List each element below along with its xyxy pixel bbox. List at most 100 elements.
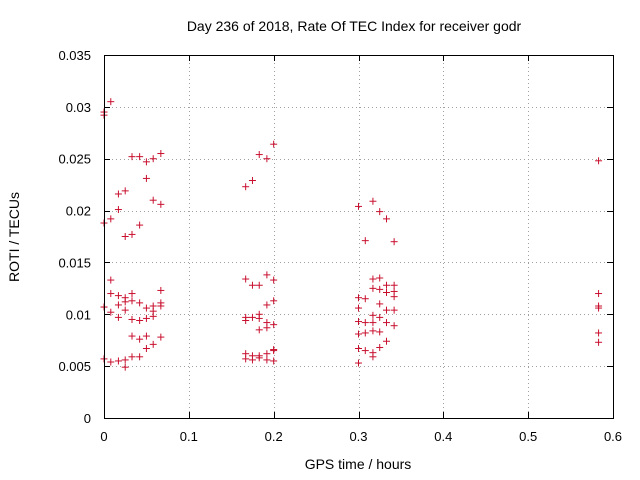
data-point xyxy=(248,176,256,184)
data-point xyxy=(355,294,362,302)
y-tick-label: 0.01 xyxy=(66,307,91,322)
data-point xyxy=(149,312,157,320)
data-point xyxy=(242,275,250,283)
data-point xyxy=(369,353,377,361)
data-point xyxy=(382,281,390,289)
y-tick-label: 0.035 xyxy=(58,48,91,63)
data-point xyxy=(121,187,129,195)
data-point xyxy=(263,271,271,279)
data-point xyxy=(595,338,603,346)
data-point xyxy=(128,230,136,238)
data-point xyxy=(242,317,250,325)
data-point xyxy=(270,140,278,148)
data-point xyxy=(376,274,384,282)
data-point xyxy=(390,306,398,314)
data-point xyxy=(270,346,278,354)
data-point xyxy=(376,328,384,336)
data-point xyxy=(382,215,390,223)
x-tick-label: 0.1 xyxy=(180,429,198,444)
data-point xyxy=(355,202,362,210)
data-point xyxy=(248,356,256,364)
y-tick-label: 0.015 xyxy=(58,255,91,270)
x-tick-label: 0 xyxy=(100,429,107,444)
data-point xyxy=(369,311,377,319)
data-point xyxy=(355,330,362,338)
data-point xyxy=(114,206,122,214)
data-point xyxy=(107,358,115,366)
data-point xyxy=(114,292,122,300)
data-point xyxy=(128,353,136,361)
data-points xyxy=(100,98,603,371)
data-point xyxy=(369,275,377,283)
y-axis-label: ROTI / TECUs xyxy=(6,192,22,282)
data-point xyxy=(595,157,603,165)
chart-title: Day 236 of 2018, Rate Of TEC Index for r… xyxy=(187,18,522,34)
data-point xyxy=(142,174,150,182)
data-point xyxy=(142,158,150,166)
data-point xyxy=(263,301,271,309)
y-tick-label: 0.025 xyxy=(58,152,91,167)
data-point xyxy=(595,290,603,298)
data-point xyxy=(136,299,144,307)
data-point xyxy=(248,281,256,289)
data-point xyxy=(270,297,278,305)
data-point xyxy=(114,190,122,198)
data-point xyxy=(142,332,150,340)
data-point xyxy=(128,315,136,323)
data-point xyxy=(157,333,165,341)
data-point xyxy=(128,332,136,340)
data-point xyxy=(355,318,362,326)
data-point xyxy=(390,322,398,330)
data-point xyxy=(382,337,390,345)
data-point xyxy=(128,153,136,161)
data-point xyxy=(136,221,144,229)
data-point xyxy=(121,306,129,314)
data-point xyxy=(270,276,278,284)
data-point xyxy=(114,301,122,309)
data-point xyxy=(355,345,362,353)
data-point xyxy=(595,329,603,337)
x-axis-label: GPS time / hours xyxy=(305,456,412,472)
data-point xyxy=(376,343,384,351)
data-point xyxy=(255,151,263,159)
data-point xyxy=(361,347,369,355)
data-point xyxy=(361,295,369,303)
data-point xyxy=(114,313,122,321)
y-tick-label: 0.02 xyxy=(66,204,91,219)
y-tick-label: 0 xyxy=(84,411,91,426)
x-tick-labels: 0 0.1 0.2 0.3 0.4 0.5 0.6 xyxy=(100,429,622,444)
data-point xyxy=(390,238,398,246)
data-point xyxy=(355,359,362,367)
data-point xyxy=(270,321,278,329)
data-point xyxy=(361,319,369,327)
grid xyxy=(104,55,613,418)
data-point xyxy=(121,356,129,364)
data-point xyxy=(121,363,129,371)
data-point xyxy=(255,314,263,322)
data-point xyxy=(263,324,271,332)
data-point xyxy=(136,335,144,343)
data-point xyxy=(376,285,384,293)
data-point xyxy=(355,304,362,312)
data-point xyxy=(107,308,115,316)
data-point xyxy=(376,300,384,308)
data-point xyxy=(107,290,115,298)
data-point xyxy=(136,317,144,325)
data-point xyxy=(382,306,390,314)
data-point xyxy=(263,155,271,163)
data-point xyxy=(136,353,144,361)
data-point xyxy=(242,355,250,363)
data-point xyxy=(255,281,263,289)
data-point xyxy=(595,304,603,312)
data-point xyxy=(128,297,136,305)
data-point xyxy=(376,208,384,216)
x-tick-label: 0.5 xyxy=(519,429,537,444)
axis-ticks xyxy=(104,55,614,419)
data-point xyxy=(114,357,122,365)
data-point xyxy=(390,293,398,301)
plot-frame xyxy=(104,55,614,419)
y-tick-labels: 0 0.005 0.01 0.015 0.02 0.025 0.03 0.035 xyxy=(58,48,91,426)
data-point xyxy=(369,319,377,327)
x-tick-label: 0.3 xyxy=(349,429,367,444)
